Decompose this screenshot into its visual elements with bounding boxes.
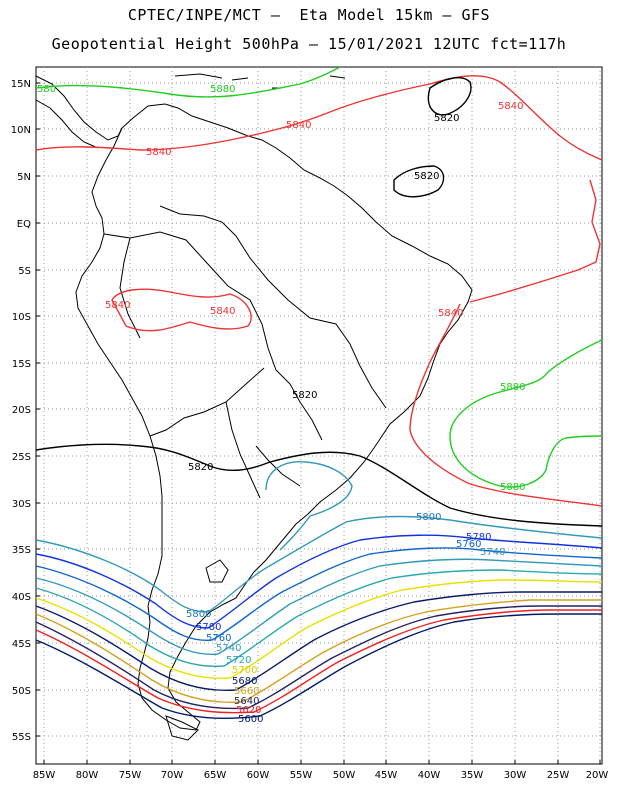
- lat-label: 5N: [17, 172, 31, 183]
- contour-5820-central: [35, 443, 603, 527]
- lon-label: 75W: [119, 770, 142, 781]
- lat-label: 20S: [12, 405, 31, 416]
- chart-subtitle: Geopotential Height 500hPa — 15/01/2021 …: [51, 35, 567, 53]
- contour-5740: [35, 558, 603, 655]
- lat-label: 25S: [12, 452, 31, 463]
- lon-label: 30W: [504, 770, 527, 781]
- lat-label: 10N: [11, 125, 31, 136]
- lon-label: 25W: [547, 770, 570, 781]
- contour-label: 5880: [500, 482, 525, 493]
- contour-label: 5640: [234, 696, 259, 707]
- contour-5880-north: [35, 66, 341, 98]
- lat-label: 50S: [12, 686, 31, 697]
- lon-labels: 85W 80W 75W 70W 65W 60W 55W 50W 45W 40W …: [33, 770, 609, 781]
- contour-5820-caribbean: [427, 77, 472, 116]
- contour-label: 5840: [105, 300, 130, 311]
- contour-5840-north-east-edge: [469, 179, 601, 303]
- contour-label: 5820: [434, 113, 459, 124]
- chart-title: CPTEC/INPE/MCT — Eta Model 15km — GFS: [127, 6, 491, 24]
- contour-5880-atlantic: [449, 339, 603, 488]
- lat-label: 10S: [12, 312, 31, 323]
- contour-5820-atlantic-north: [393, 165, 445, 198]
- contour-5640: [35, 605, 602, 710]
- contour-5600: [35, 613, 602, 720]
- contour-label: 5840: [498, 101, 523, 112]
- lon-label: 50W: [333, 770, 356, 781]
- contour-label: 5740: [480, 547, 505, 558]
- central-america-outline: [35, 75, 123, 149]
- contour-label: 5760: [456, 539, 481, 550]
- contour-label: 5840: [210, 306, 235, 317]
- falkland-islands: [205, 559, 229, 583]
- contour-labels: 5880 580 5840 5840 5840 5840 5840 5840 5…: [37, 84, 525, 725]
- lat-label: 30S: [12, 499, 31, 510]
- lon-label: 55W: [290, 770, 313, 781]
- lon-label: 40W: [418, 770, 441, 781]
- contour-label: 5840: [438, 308, 463, 319]
- contour-label: 5700: [232, 665, 257, 676]
- tick-marks: [36, 82, 601, 764]
- coastlines: [35, 73, 473, 741]
- lon-label: 85W: [33, 770, 56, 781]
- contour-label: 580: [37, 84, 56, 95]
- contour-label: 5800: [416, 512, 441, 523]
- contour-5620: [35, 609, 602, 714]
- contour-5800-south: [35, 515, 603, 613]
- contour-label: 5660: [234, 686, 259, 697]
- contour-label: 5620: [236, 705, 261, 716]
- contour-label: 5740: [216, 643, 241, 654]
- contour-5840-amazon: [111, 288, 252, 332]
- contour-5680: [35, 591, 602, 692]
- contour-label: 5880: [500, 382, 525, 393]
- lat-label: 40S: [12, 592, 31, 603]
- contour-lines: [35, 66, 603, 720]
- contour-5700: [35, 579, 603, 680]
- contour-5760: [35, 547, 603, 641]
- tierra-del-fuego: [165, 715, 199, 741]
- lat-label: 45S: [12, 639, 31, 650]
- south-america-outline: [75, 103, 473, 731]
- lat-labels: 15N 10N 5N EQ 5S 10S 15S 20S 25S 30S 35S…: [11, 79, 31, 743]
- lat-label: 55S: [12, 732, 31, 743]
- contour-label: 5800: [186, 609, 211, 620]
- lon-label: 70W: [161, 770, 184, 781]
- lon-label: 45W: [375, 770, 398, 781]
- lat-label: EQ: [17, 219, 31, 230]
- country-borders: [103, 205, 387, 499]
- contour-5660: [35, 599, 602, 704]
- lat-label: 15N: [11, 79, 31, 90]
- contour-5840-north: [35, 75, 603, 161]
- contour-label: 5820: [292, 390, 317, 401]
- contour-label: 5760: [206, 633, 231, 644]
- contour-label: 5820: [188, 462, 213, 473]
- lon-label: 65W: [204, 770, 227, 781]
- caribbean-islands: [174, 73, 346, 89]
- contour-label: 5840: [146, 147, 171, 158]
- lon-label: 80W: [76, 770, 99, 781]
- contour-label: 5780: [466, 532, 491, 543]
- contour-5800-plata: [265, 461, 353, 551]
- lat-label: 15S: [12, 359, 31, 370]
- contour-label: 5680: [232, 676, 257, 687]
- lon-label: 35W: [461, 770, 484, 781]
- contour-5780: [35, 534, 603, 629]
- contour-5720: [35, 569, 603, 668]
- lat-label: 35S: [12, 545, 31, 556]
- contour-label: 5720: [226, 655, 251, 666]
- lon-label: 20W: [586, 770, 609, 781]
- contour-label: 5780: [196, 622, 221, 633]
- lat-label: 5S: [18, 266, 31, 277]
- contour-label: 5600: [238, 714, 263, 725]
- lon-label: 60W: [247, 770, 270, 781]
- contour-label: 5880: [210, 84, 235, 95]
- contour-label: 5820: [414, 171, 439, 182]
- contour-5840-east-coast: [409, 303, 603, 507]
- contour-label: 5840: [286, 120, 311, 131]
